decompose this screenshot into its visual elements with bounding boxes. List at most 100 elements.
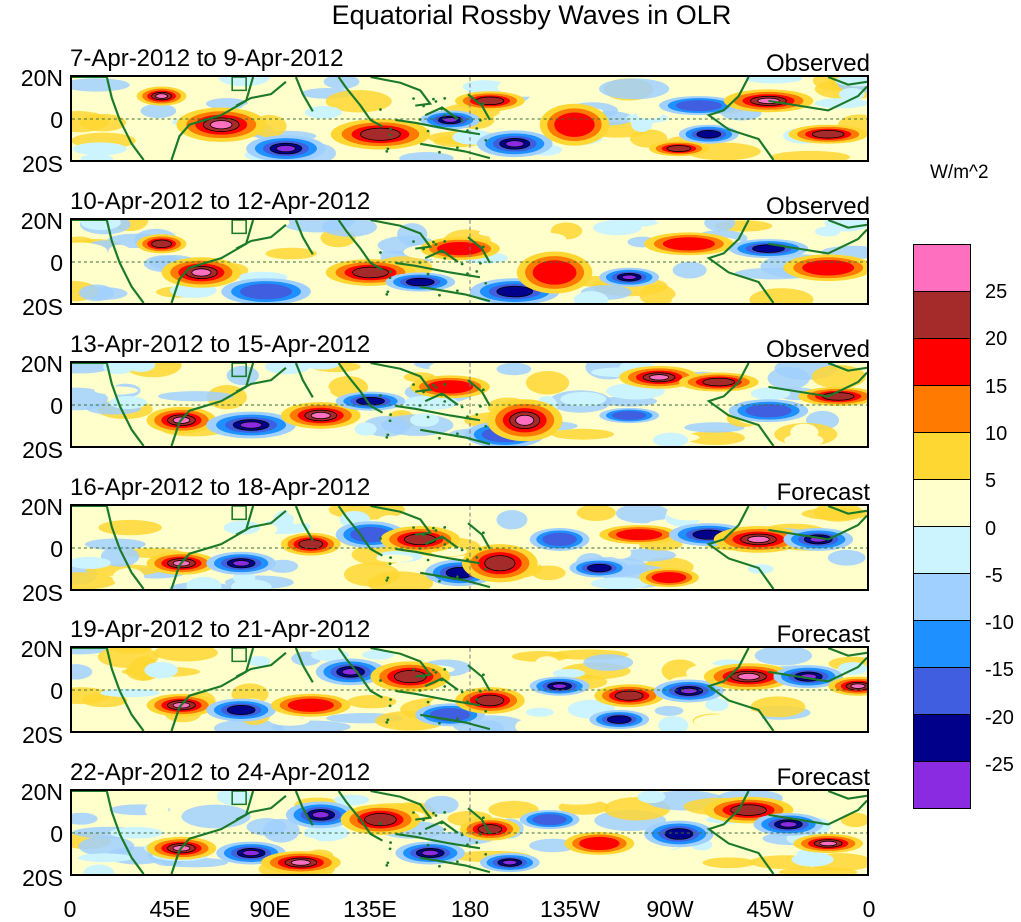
positive-anomaly-contour [393, 670, 427, 684]
positive-anomaly-contour [649, 374, 669, 381]
latitude-label: 0 [50, 393, 63, 419]
colorbar-tick-label: -25 [985, 754, 1014, 776]
neutral-anomaly-patch [730, 506, 765, 518]
coastline [467, 236, 491, 264]
negative-anomaly-patch [424, 795, 459, 814]
island-marker [440, 250, 443, 254]
neutral-anomaly-patch [376, 554, 414, 563]
island-marker [484, 281, 488, 285]
coastline [235, 223, 287, 250]
colorbar-swatch [913, 432, 971, 479]
island-marker [412, 240, 415, 243]
positive-anomaly-contour [352, 266, 389, 279]
positive-anomaly-contour [515, 414, 535, 426]
island-marker [426, 415, 430, 419]
coastline [294, 506, 314, 541]
neutral-anomaly-patch [440, 520, 465, 530]
island-marker [466, 843, 469, 846]
positive-anomaly-contour [666, 145, 692, 152]
negative-anomaly-contour [502, 859, 518, 866]
colorbar-swatch [913, 244, 971, 291]
neutral-anomaly-patch [804, 791, 862, 808]
negative-anomaly-contour [587, 563, 612, 573]
neutral-anomaly-patch [86, 428, 121, 441]
latitude-label: 20S [22, 437, 63, 463]
neutral-anomaly-patch [327, 440, 382, 446]
panel-date-range: 19-Apr-2012 to 21-Apr-2012 [70, 616, 371, 643]
neutral-anomaly-patch [83, 864, 115, 874]
negative-anomaly-contour [696, 130, 722, 139]
neutral-anomaly-patch [126, 363, 156, 373]
coastline [370, 363, 433, 393]
island-marker [475, 698, 479, 701]
coastline [768, 85, 867, 112]
island-marker [438, 864, 441, 868]
positive-anomaly-contour [850, 683, 866, 689]
negative-anomaly-patch [754, 648, 813, 666]
negative-anomaly-contour [421, 849, 439, 857]
island-marker [412, 526, 415, 529]
island-marker [484, 138, 488, 142]
coastline [337, 506, 383, 557]
island-marker [389, 413, 392, 416]
olr-anomaly-map [70, 504, 869, 591]
coastline [72, 77, 145, 160]
island-marker [422, 675, 425, 679]
island-marker [443, 543, 447, 546]
neutral-anomaly-patch [467, 363, 497, 371]
neutral-anomaly-patch [837, 662, 867, 675]
latitude-label: 0 [50, 107, 63, 133]
coastline [370, 791, 433, 821]
island-marker [386, 433, 390, 437]
negative-anomaly-contour [611, 411, 647, 420]
negative-anomaly-patch [72, 812, 98, 825]
neutral-anomaly-patch [693, 714, 743, 730]
island-marker [388, 847, 392, 851]
coastline [827, 363, 867, 372]
neutral-anomaly-patch [80, 154, 114, 160]
island-marker [388, 276, 392, 280]
island-marker [386, 290, 390, 294]
coastline [72, 506, 145, 589]
island-marker [440, 821, 443, 825]
island-marker [422, 533, 425, 537]
island-marker [440, 393, 443, 397]
map-canvas [72, 77, 867, 160]
island-marker [379, 822, 382, 825]
neutral-anomaly-patch [671, 292, 710, 303]
island-marker [379, 394, 382, 397]
island-marker [456, 289, 459, 293]
neutral-anomaly-patch [832, 288, 864, 303]
neutral-anomaly-patch [429, 363, 474, 376]
coastline [395, 118, 481, 136]
latitude-label: 20N [20, 636, 63, 662]
negative-anomaly-patch [100, 546, 140, 567]
coastline [467, 664, 491, 692]
coastline [395, 832, 481, 850]
island-marker [443, 526, 447, 529]
island-marker [386, 718, 390, 722]
island-marker [481, 816, 485, 820]
colorbar-swatch [913, 291, 971, 338]
island-marker [443, 685, 447, 688]
island-marker [475, 841, 479, 844]
neutral-anomaly-patch [242, 101, 292, 114]
island-marker [389, 556, 392, 559]
island-marker [418, 689, 422, 692]
island-marker [443, 257, 447, 260]
island-marker [440, 107, 443, 111]
positive-anomaly-contour [484, 555, 516, 572]
map-canvas [72, 791, 867, 874]
island-marker [443, 114, 447, 117]
island-marker [426, 129, 430, 133]
neutral-anomaly-patch [94, 386, 138, 395]
coastline [294, 77, 314, 112]
island-marker [479, 832, 482, 836]
neutral-anomaly-patch [705, 698, 729, 712]
island-marker [418, 118, 422, 121]
coastline [768, 371, 867, 398]
island-marker [484, 709, 488, 713]
neutral-anomaly-patch [478, 229, 525, 238]
coastline [706, 363, 775, 446]
positive-anomaly-patch [702, 857, 756, 869]
